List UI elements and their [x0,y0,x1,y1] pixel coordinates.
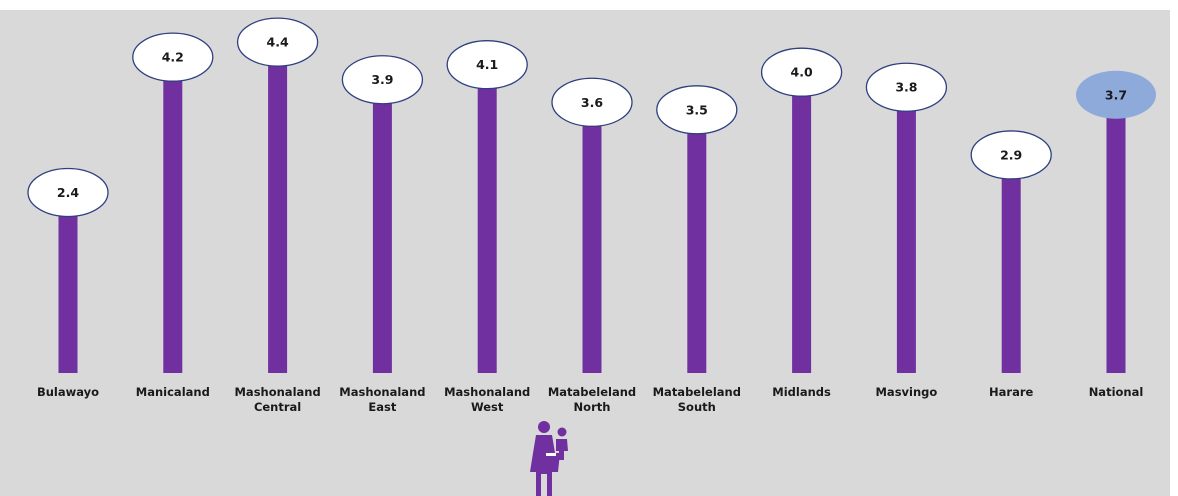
value-bubble-midlands [760,47,843,97]
category-label-harare: Harare [989,385,1033,399]
bar-mashonaland-west [477,64,497,374]
category-label-midlands: Midlands [772,385,831,399]
bar-bulawayo [58,192,78,373]
bar-national [1106,94,1126,373]
value-bubble-mashonaland-east [341,55,424,105]
value-label-mashonaland-east: 3.9 [371,72,393,87]
category-label-national: National [1089,385,1144,399]
value-label-bulawayo: 2.4 [57,185,79,200]
bar-masvingo [896,87,916,374]
category-label-mashonaland-central: Mashonaland Central [234,385,320,414]
value-label-national: 3.7 [1105,87,1127,102]
value-bubble-mashonaland-central [236,17,319,67]
value-label-midlands: 4.0 [791,65,813,80]
value-label-manicaland: 4.2 [162,50,184,65]
lollipop-chart: 2.4 4.2 4.4 3.9 4.1 3.6 3.5 4.0 3.8 2.9 3.7 Bulawa… [27,17,1156,496]
value-bubble-matabeleland-north [551,77,633,127]
bars-layer [58,42,1126,374]
value-bubble-national [1076,70,1156,119]
chart-panel: 2.4 4.2 4.4 3.9 4.1 3.6 3.5 4.0 3.8 2.9 3.7 Bulawa… [0,10,1170,496]
bar-manicaland [163,57,183,373]
bar-matabeleland-south [687,109,707,374]
value-bubble-masvingo [865,62,948,112]
category-label-mashonaland-west: Mashonaland West [444,385,530,414]
value-bubble-matabeleland-south [656,85,738,135]
category-label-manicaland: Manicaland [136,385,210,399]
value-label-mashonaland-west: 4.1 [476,57,498,72]
category-label-bulawayo: Bulawayo [37,385,99,399]
category-label-masvingo: Masvingo [875,385,937,399]
value-bubble-bulawayo [27,167,109,218]
category-label-matabeleland-south: Matabeleland South [653,385,741,414]
value-label-matabeleland-south: 3.5 [686,102,708,117]
bar-midlands [792,72,812,373]
mother-carrying-child-icon [530,421,568,496]
bar-mashonaland-central [268,42,288,374]
bar-mashonaland-east [372,79,392,373]
value-bubble-mashonaland-west [446,40,528,90]
bar-harare [1001,154,1021,373]
category-label-matabeleland-north: Matabeleland North [548,385,636,414]
value-bubble-harare [970,130,1052,180]
value-label-mashonaland-central: 4.4 [267,35,289,50]
bar-matabeleland-north [582,102,602,373]
value-bubbles-layer: 2.4 4.2 4.4 3.9 4.1 3.6 3.5 4.0 3.8 2.9 3.7 [27,17,1156,218]
value-label-matabeleland-north: 3.6 [581,95,603,110]
category-labels-layer: Bulawayo Manicaland Mashonaland Central Mash… [37,385,1143,414]
value-label-harare: 2.9 [1000,147,1022,162]
value-label-masvingo: 3.8 [895,80,917,95]
category-label-mashonaland-east: Mashonaland East [339,385,425,414]
value-bubble-manicaland [132,32,214,82]
